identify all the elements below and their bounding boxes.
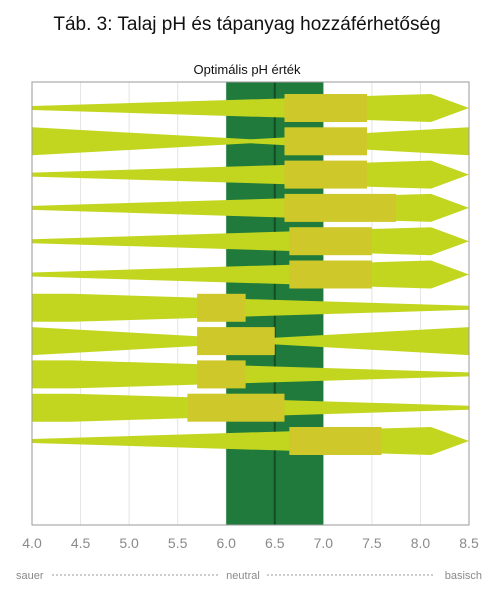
scale-label-basic: basisch (445, 570, 482, 582)
x-tick-label: 4.5 (71, 535, 91, 551)
optimal-range-label: Optimális pH érték (193, 62, 301, 77)
x-tick-label: 5.0 (119, 535, 139, 551)
nutrient-band (32, 293, 469, 322)
nutrient-band (32, 360, 469, 389)
optimum-box (284, 127, 368, 156)
optimum-box (284, 193, 397, 222)
x-tick-label: 6.5 (265, 535, 285, 551)
optimum-box (187, 393, 285, 422)
optimum-box (289, 227, 372, 256)
x-tick-label: 7.0 (314, 535, 334, 551)
optimum-box (289, 427, 382, 455)
x-tick-label: 7.5 (362, 535, 382, 551)
plot-frame (31, 81, 470, 526)
optimum-box (197, 360, 246, 389)
optimum-box (289, 260, 372, 289)
x-tick-label: 8.5 (459, 535, 479, 551)
chart-title: Táb. 3: Talaj pH és tápanyag hozzáférhet… (53, 14, 441, 35)
optimum-box (284, 94, 368, 122)
optimum-box (197, 293, 246, 322)
x-tick-label: 4.0 (22, 535, 42, 551)
scale-label-acid: sauer (16, 570, 44, 582)
optimum-box (197, 327, 275, 356)
scale-label-neutral: neutral (226, 570, 260, 582)
x-tick-label: 6.0 (216, 535, 236, 551)
x-tick-label: 5.5 (168, 535, 188, 551)
x-tick-label: 8.0 (411, 535, 431, 551)
optimum-box (284, 160, 368, 189)
